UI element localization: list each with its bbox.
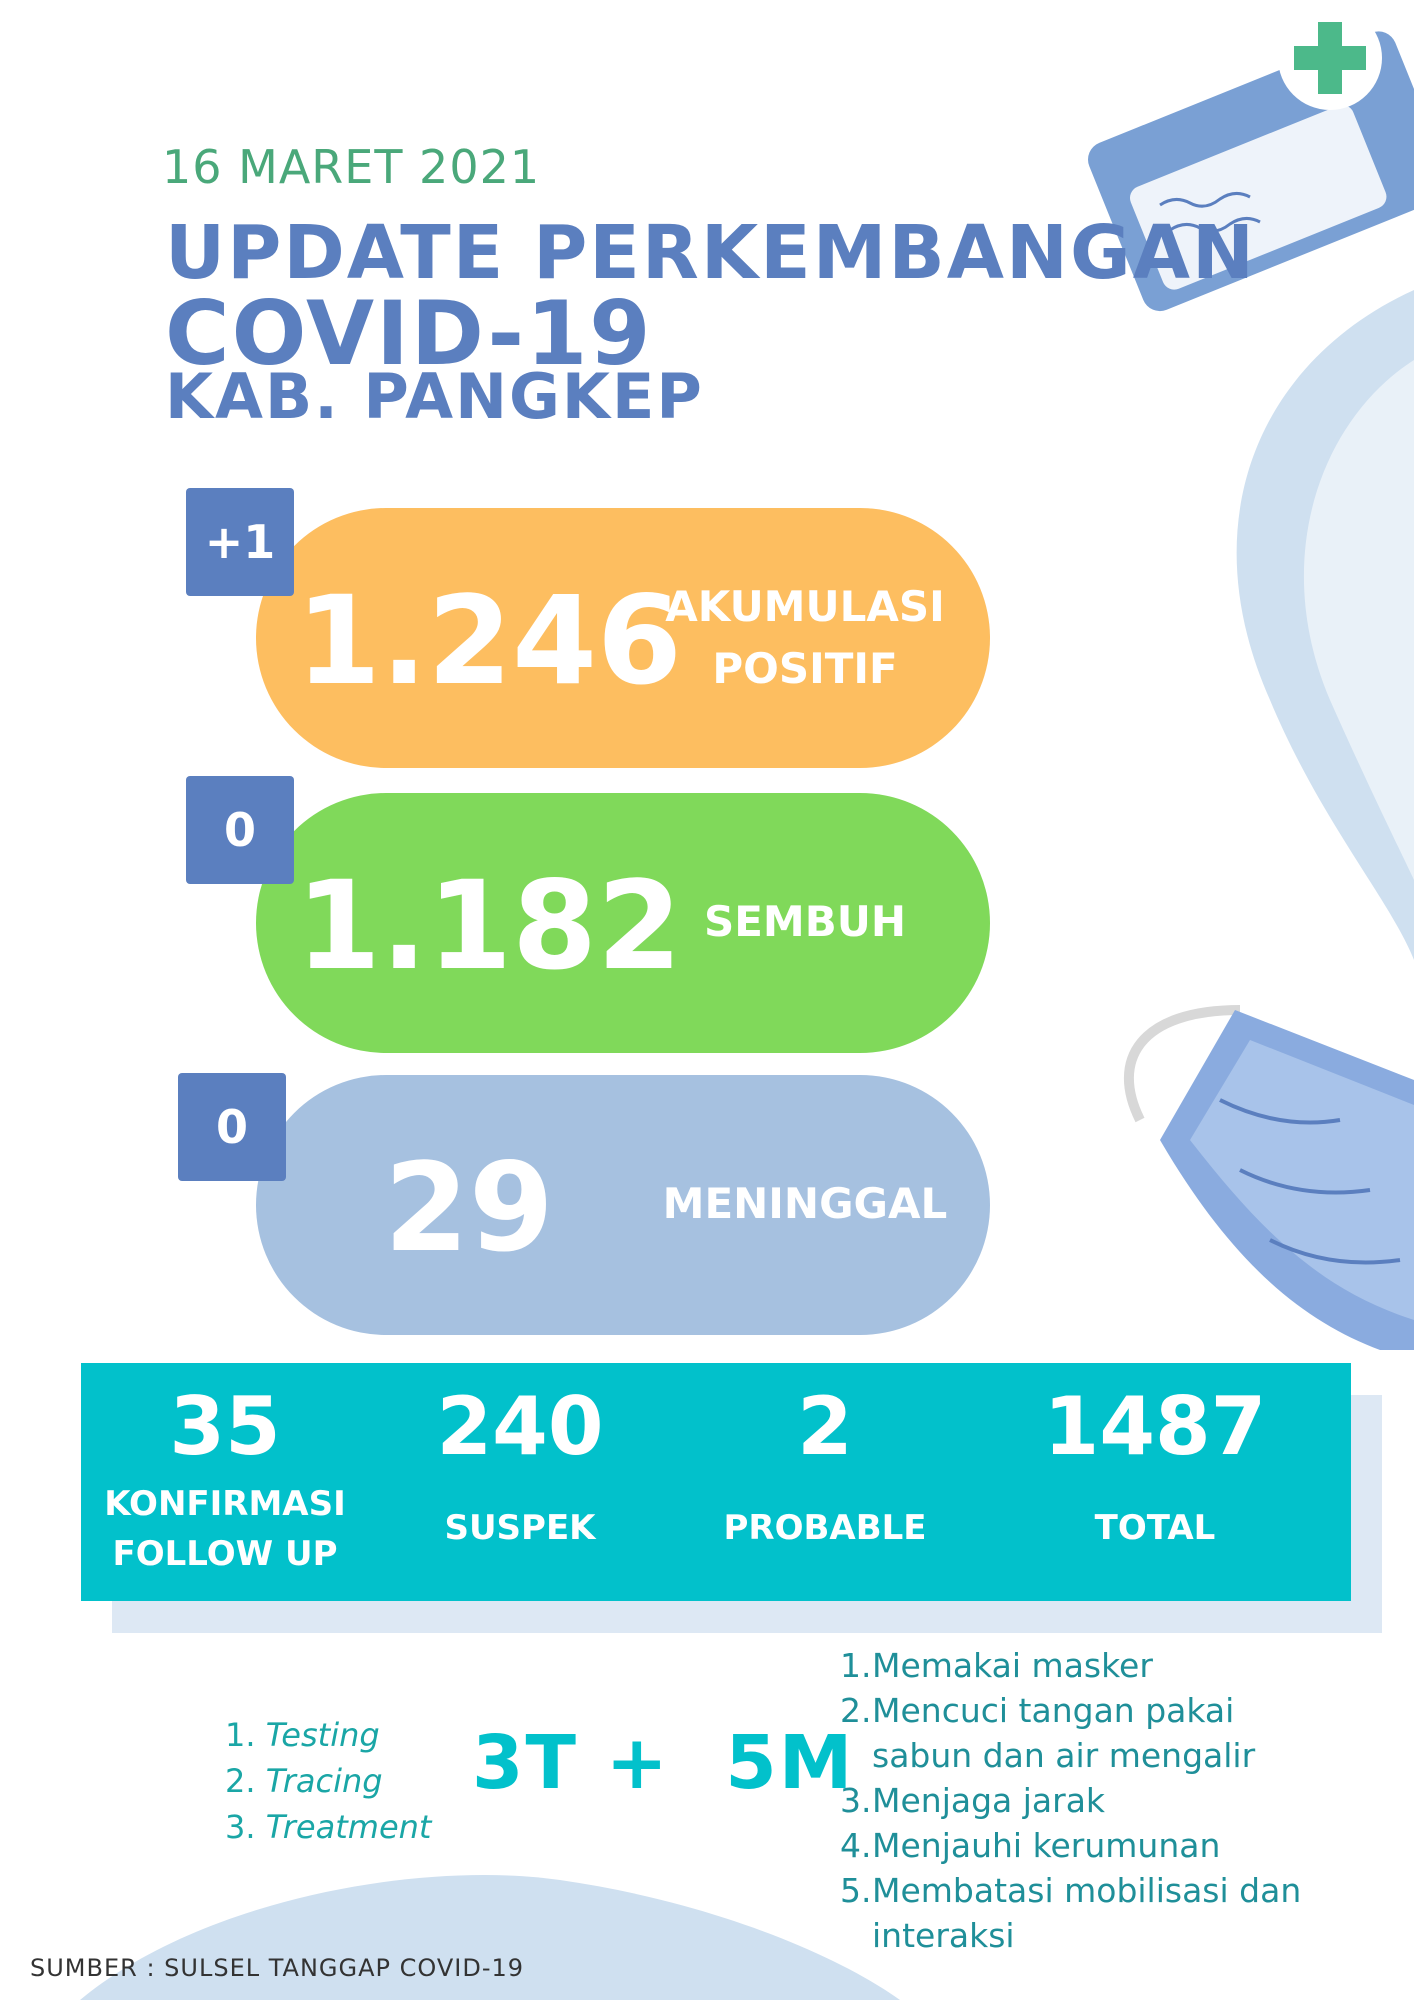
five-m-item-label: Membatasi mobilisasi dan interaksi <box>872 1871 1302 1955</box>
stat-total: 1487 TOTAL <box>1030 1375 1280 1553</box>
five-m-item: 3. Menjaga jarak <box>840 1778 1332 1823</box>
three-t-list: 1. Testing 2. Tracing 3. Treatment <box>225 1712 431 1850</box>
recovered-delta-badge: 0 <box>186 776 294 884</box>
three-t-item-label: Testing <box>265 1716 380 1754</box>
five-m-item-label: Menjauhi kerumunan <box>872 1826 1221 1865</box>
recovered-card: 1.182 SEMBUH <box>256 793 990 1053</box>
positive-label-line2: POSITIF <box>712 644 898 693</box>
recovered-value: 1.182 <box>296 855 682 997</box>
stat-konfirmasi: 35 KONFIRMASI FOLLOW UP <box>100 1375 350 1579</box>
stat-konfirmasi-label2: FOLLOW UP <box>112 1534 338 1574</box>
stat-suspek: 240 SUSPEK <box>410 1375 630 1553</box>
title-line1: UPDATE PERKEMBANGAN <box>165 210 1256 296</box>
title-line3: KAB. PANGKEP <box>165 360 704 433</box>
five-m-item: 5. Membatasi mobilisasi dan interaksi <box>840 1868 1332 1958</box>
three-t-five-m-heading: 3T + 5M <box>472 1720 855 1806</box>
five-m-item-label: Mencuci tangan pakai sabun dan air menga… <box>872 1691 1256 1775</box>
stat-konfirmasi-value: 35 <box>169 1380 281 1473</box>
positive-value: 1.246 <box>296 570 682 712</box>
five-m-item-label: Menjaga jarak <box>872 1781 1106 1820</box>
recovered-label: SEMBUH <box>703 897 906 946</box>
five-m-item-label: Memakai masker <box>872 1646 1153 1685</box>
deceased-value: 29 <box>384 1137 554 1279</box>
first-aid-kit-icon <box>1088 6 1414 312</box>
stat-probable: 2 PROBABLE <box>720 1375 930 1553</box>
stats-bar <box>81 1363 1351 1601</box>
three-t-item: 1. Testing <box>225 1716 380 1754</box>
stat-suspek-value: 240 <box>436 1380 604 1473</box>
deceased-card: 29 MENINGGAL <box>256 1075 990 1335</box>
positive-label-line1: AKUMULASI <box>665 582 945 631</box>
five-m-item: 4. Menjauhi kerumunan <box>840 1823 1332 1868</box>
report-date: 16 MARET 2021 <box>162 140 541 194</box>
five-m-list: 1. Memakai masker 2. Mencuci tangan pakai … <box>840 1643 1332 1958</box>
five-m-item: 2. Mencuci tangan pakai sabun dan air men… <box>840 1688 1332 1778</box>
three-t-item: 2. Tracing <box>225 1762 383 1800</box>
stat-suspek-label: SUSPEK <box>444 1508 596 1548</box>
positive-card: 1.246 AKUMULASI POSITIF <box>256 508 990 768</box>
stat-konfirmasi-label1: KONFIRMASI <box>104 1484 346 1524</box>
stat-probable-label: PROBABLE <box>723 1508 927 1548</box>
face-mask-icon <box>1123 1005 1414 1350</box>
three-t-item: 3. Treatment <box>225 1808 432 1846</box>
three-t-item-label: Treatment <box>265 1808 432 1846</box>
deceased-label: MENINGGAL <box>662 1179 948 1228</box>
title-line2: COVID-19 <box>165 282 653 385</box>
stat-total-value: 1487 <box>1043 1380 1267 1473</box>
deceased-delta-badge: 0 <box>178 1073 286 1181</box>
source-credit: SUMBER : SULSEL TANGGAP COVID-19 <box>30 1954 525 1982</box>
three-t-item-label: Tracing <box>265 1762 383 1800</box>
stat-probable-value: 2 <box>797 1380 853 1473</box>
positive-delta-badge: +1 <box>186 488 294 596</box>
stat-total-label: TOTAL <box>1094 1508 1216 1548</box>
five-m-item: 1. Memakai masker <box>840 1643 1332 1688</box>
